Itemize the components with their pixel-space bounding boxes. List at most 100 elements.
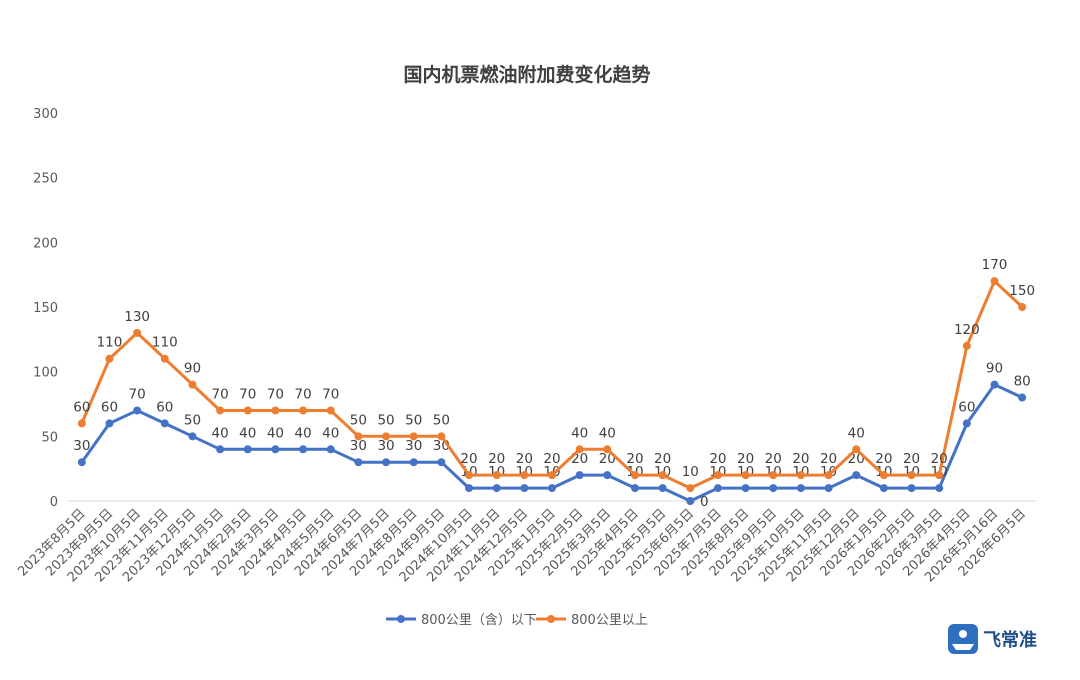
data-point [520,471,529,480]
data-point [879,484,888,493]
data-label: 50 [433,412,450,428]
data-label: 110 [97,335,123,351]
y-tick-label: 300 [33,107,58,122]
data-point [658,471,667,480]
legend-label: 800公里以上 [571,613,648,628]
data-label: 90 [184,361,201,377]
data-point [299,445,308,454]
data-label: 20 [792,451,809,467]
data-label: 20 [709,451,726,467]
data-label: 30 [405,438,422,454]
data-point [243,406,252,415]
logo-dot-icon [959,630,967,638]
logo-text: 飞常准 [983,629,1037,651]
data-point [160,419,169,428]
data-point [382,458,391,467]
data-point [492,471,501,480]
data-label: 20 [903,451,920,467]
data-point [769,471,778,480]
data-label: 60 [73,399,90,415]
data-point [133,406,142,415]
data-label: 130 [124,309,150,325]
data-label: 40 [239,425,256,441]
data-point [326,445,335,454]
data-label: 20 [488,451,505,467]
legend-label: 800公里（含）以下 [421,612,537,628]
data-point [271,445,280,454]
data-point [216,445,225,454]
data-label: 70 [267,386,284,402]
data-label: 20 [626,451,643,467]
data-point [105,354,114,363]
data-label: 60 [101,399,118,415]
data-point [796,471,805,480]
data-point [216,406,225,415]
data-label: 40 [322,425,339,441]
data-point [575,445,584,454]
data-point [575,471,584,480]
data-label: 80 [1014,374,1031,390]
data-label: 70 [294,386,311,402]
data-label: 40 [294,425,311,441]
data-point [741,471,750,480]
data-label: 40 [571,425,588,441]
y-axis: 0 50 100 150 200 250 300 [33,107,58,510]
data-label: 50 [350,412,367,428]
data-point [77,458,86,467]
data-point [520,484,529,493]
data-point [188,432,197,441]
y-tick-label: 50 [41,430,58,445]
data-point [852,445,861,454]
data-label: 170 [982,257,1008,273]
data-point [1018,393,1027,402]
data-label: 70 [322,386,339,402]
data-label: 50 [405,412,422,428]
data-label: 50 [184,412,201,428]
data-point [990,380,999,389]
data-label: 50 [377,412,394,428]
data-label: 10 [682,464,699,480]
data-point [658,484,667,493]
series-1: 3060706050404040404030303030101010102020… [73,361,1031,510]
data-point [824,471,833,480]
data-point [243,445,252,454]
data-point [962,341,971,350]
data-point [879,471,888,480]
data-point [630,484,639,493]
data-point [354,432,363,441]
data-point [548,471,556,480]
data-label: 60 [156,399,173,415]
data-point [437,458,446,467]
series-group: 3060706050404040404030303030101010102020… [73,257,1035,510]
data-point [990,277,999,286]
data-label: 20 [654,451,671,467]
data-point [962,419,971,428]
data-point [603,445,612,454]
data-label: 150 [1009,283,1035,299]
data-label: 20 [820,451,837,467]
data-point [713,484,722,493]
data-point [326,406,335,415]
data-label: 110 [152,335,178,351]
data-point [492,484,501,493]
data-point [160,354,169,363]
y-tick-label: 200 [33,236,58,251]
data-point [935,471,944,480]
data-point [354,458,363,467]
data-point [299,406,308,415]
data-point [271,406,280,415]
data-label: 40 [848,425,865,441]
data-point [133,328,142,337]
data-label: 20 [737,451,754,467]
data-point [77,419,86,428]
data-label: 40 [212,425,229,441]
data-label: 20 [765,451,782,467]
data-point [465,484,474,493]
data-point [713,471,722,480]
x-axis: 2023年8月5日2023年9月5日2023年10月5日2023年11月5日20… [15,506,1029,585]
data-point [409,458,418,467]
feichangzhun-logo: 飞常准 [948,624,1037,654]
data-point [630,471,639,480]
